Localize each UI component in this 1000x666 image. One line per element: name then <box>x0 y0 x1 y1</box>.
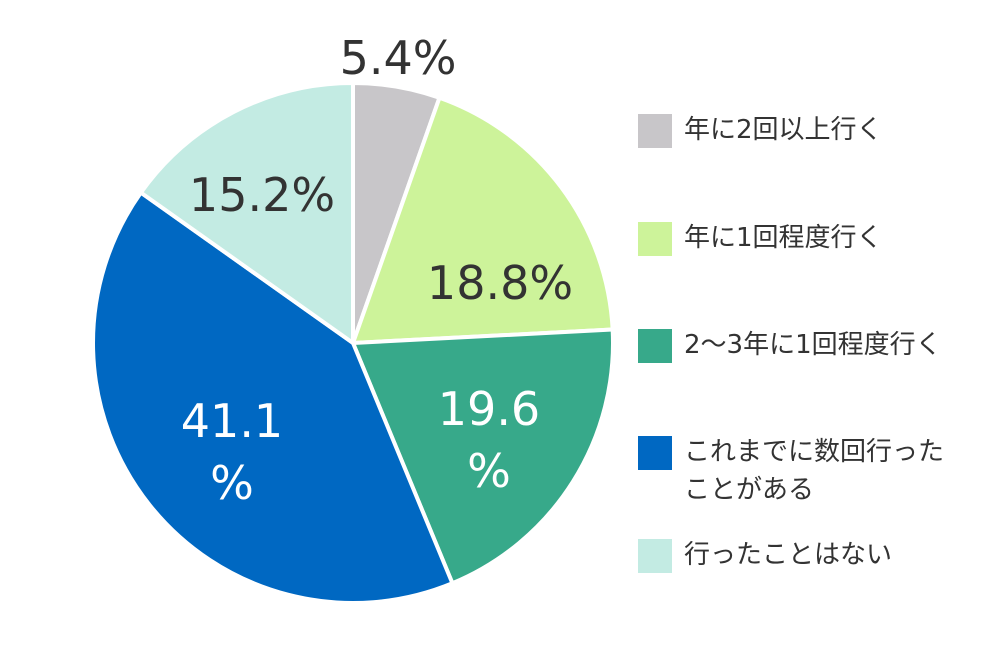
pie-value-label-5: 15.2% <box>189 168 335 222</box>
legend-swatch <box>638 329 672 363</box>
pie-slice-2 <box>351 95 615 345</box>
legend-swatch <box>638 222 672 256</box>
pie-value-label-2: 18.8% <box>427 256 573 310</box>
legend-label: 行ったことはない <box>684 540 893 570</box>
legend-swatch <box>638 436 672 470</box>
legend-swatch <box>638 539 672 573</box>
pie-slice-5 <box>138 81 355 345</box>
legend-item-1: 年に2回以上行く <box>638 111 978 149</box>
legend-item-4: これまでに数回行ったことがある <box>638 433 978 509</box>
legend-item-2: 年に1回程度行く <box>638 219 978 257</box>
pie-slice-3 <box>351 327 615 586</box>
legend-label: 年に1回程度行く <box>684 223 883 253</box>
pie-value-label-1: 5.4% <box>340 31 457 85</box>
pie-value-label-4: 41.1% <box>181 394 283 510</box>
legend: 年に2回以上行く 年に1回程度行く 2～3年に1回程度行くこれまでに数回行ったことが… <box>638 0 988 666</box>
legend-label: 年に2回以上行く <box>684 115 883 145</box>
legend-item-5: 行ったことはない <box>638 536 978 574</box>
legend-swatch <box>638 114 672 148</box>
legend-label: 2～3年に1回程度行く <box>684 330 942 360</box>
legend-item-3: 2～3年に1回程度行く <box>638 326 978 364</box>
pie-value-label-3: 19.6% <box>438 382 540 498</box>
pie-value-labels: 5.4% 18.8% 19.6 % 41.1 % 15.2% <box>181 31 573 510</box>
legend-label: これまでに数回行ったことがある <box>684 437 945 505</box>
pie-slice-4 <box>91 190 455 605</box>
pie-slices <box>91 81 615 605</box>
